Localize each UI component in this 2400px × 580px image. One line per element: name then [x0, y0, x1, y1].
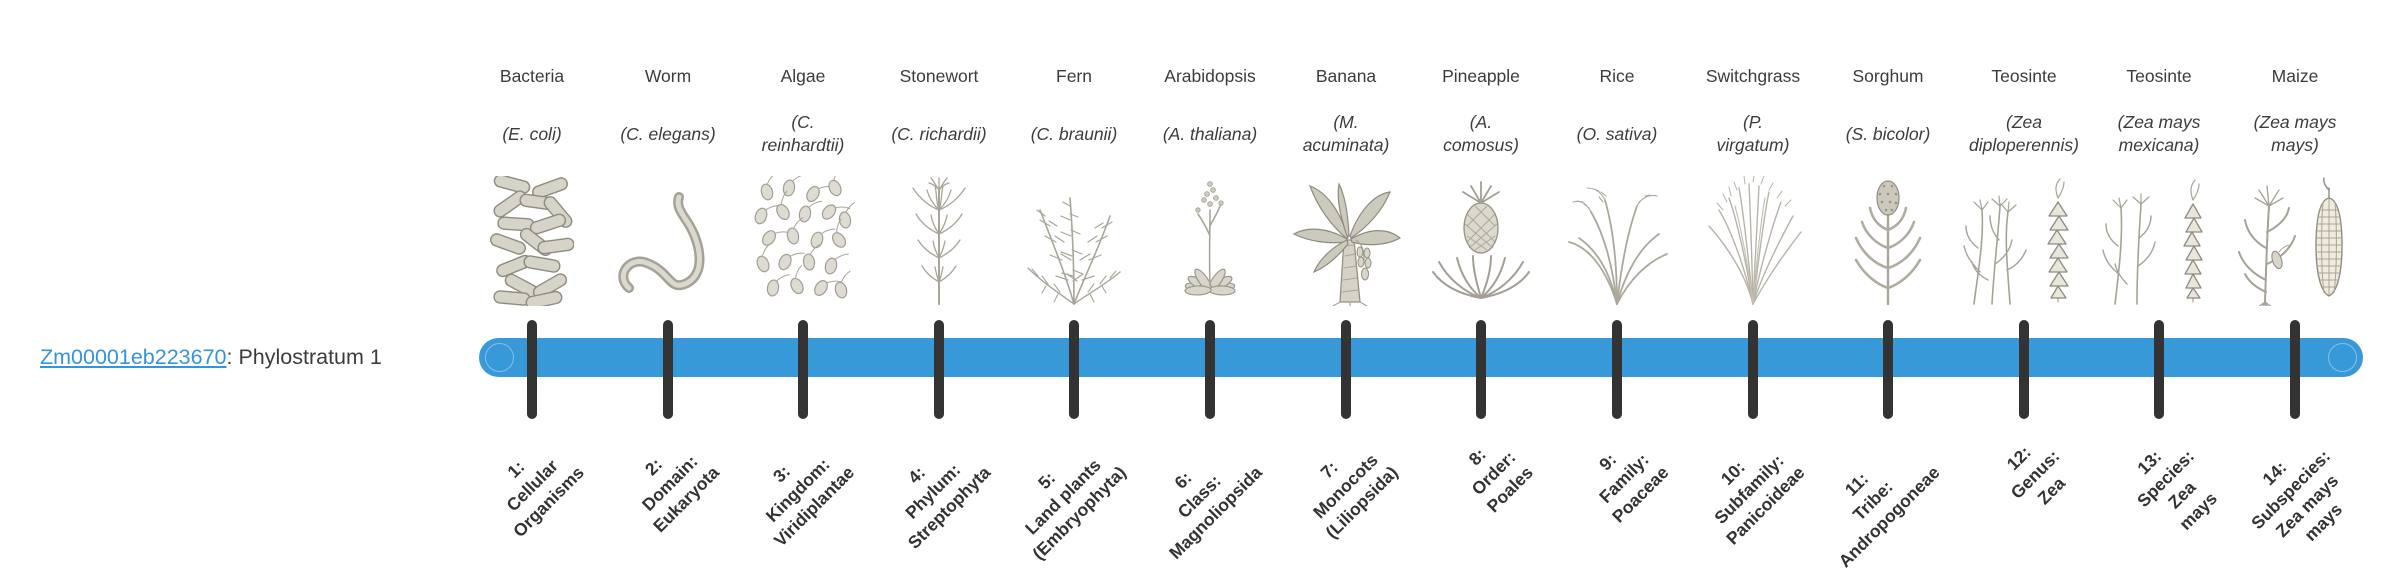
stratum-label: 10: Subfamily: Panicoideae	[1710, 450, 1809, 549]
banana-icon	[1276, 170, 1416, 306]
algae-icon	[733, 170, 873, 306]
tick-mark	[1069, 320, 1079, 419]
organism-species-name: (Zea diploperennis)	[1969, 112, 2079, 155]
organism-species-name: (S. bicolor)	[1845, 123, 1931, 144]
organism-common-name: Algae	[780, 66, 826, 86]
tick-mark	[1883, 320, 1893, 419]
stratum-label: 6: Class: Magnoliopsida	[1164, 462, 1266, 563]
organism-common-name: Teosinte	[1991, 66, 2057, 86]
stratum-label: 3: Kingdom: Viridiplantae	[762, 454, 859, 551]
maize-icon	[2225, 170, 2365, 306]
stonewort-icon	[869, 170, 1009, 306]
organism-common-name: Arabidopsis	[1164, 66, 1256, 86]
organism-species-name: (Zea mays mexicana)	[2117, 112, 2201, 155]
tick-mark	[527, 320, 537, 419]
organism-species-name: (C. reinhardtii)	[761, 112, 845, 155]
gene-label-suffix: : Phylostratum 1	[226, 345, 382, 369]
organism-common-name: Rice	[1599, 66, 1635, 86]
organism-common-name: Banana	[1315, 66, 1377, 86]
tick-mark	[1476, 320, 1486, 419]
stratum-label: 2: Domain: Eukaryota	[638, 451, 724, 537]
tick-mark	[1748, 320, 1758, 419]
organism-common-name: Teosinte	[2126, 66, 2192, 86]
bacteria-icon	[462, 170, 602, 306]
organism-species-name: (Zea mays mays)	[2253, 112, 2337, 155]
stratum-label: 7: Monocots (Liliopsida)	[1308, 449, 1402, 543]
organism-common-name: Switchgrass	[1705, 66, 1801, 86]
tick-mark	[663, 320, 673, 419]
organism-common-name: Sorghum	[1852, 66, 1924, 86]
tick-mark	[2154, 320, 2164, 419]
pineapple-icon	[1411, 170, 1551, 306]
organism-species-name: (A. thaliana)	[1162, 123, 1258, 144]
switchgrass-icon	[1683, 170, 1823, 306]
teosinte-diploperennis-icon	[1954, 170, 2094, 306]
tick-mark	[1341, 320, 1351, 419]
rice-icon	[1547, 170, 1687, 306]
organism-common-name: Stonewort	[899, 66, 979, 86]
organism-species-name: (P. virgatum)	[1716, 112, 1790, 155]
stratum-label: 14: Subspecies: Zea mays mays	[2247, 445, 2347, 545]
organism-species-name: (C. braunii)	[1030, 123, 1118, 144]
arabidopsis-icon	[1140, 170, 1280, 306]
organism-common-name: Worm	[644, 66, 692, 86]
gene-id-link[interactable]: Zm00001eb223670	[40, 345, 227, 369]
stratum-label: 11: Tribe: Andropogoneae	[1834, 462, 1944, 572]
stratum-label: 12: Genus: Zea	[2002, 442, 2069, 509]
phylostratum-bar	[479, 338, 2363, 377]
sorghum-icon	[1818, 170, 1958, 306]
tick-mark	[1612, 320, 1622, 419]
organism-species-name: (O. sativa)	[1576, 123, 1658, 144]
tick-mark	[934, 320, 944, 419]
tick-mark	[798, 320, 808, 419]
organism-species-name: (A. comosus)	[1443, 112, 1519, 155]
tick-mark	[2290, 320, 2300, 419]
organism-common-name: Maize	[2271, 66, 2319, 86]
organism-species-name: (C. elegans)	[620, 123, 716, 144]
tick-mark	[2019, 320, 2029, 419]
stratum-label: 4: Phylum: Streptophyta	[901, 459, 995, 553]
organism-common-name: Pineapple	[1442, 66, 1520, 86]
stratum-label: 9: Family: Poaceae	[1595, 449, 1673, 527]
organism-common-name: Bacteria	[499, 66, 565, 86]
worm-icon	[598, 170, 738, 306]
stratum-label: 8: Order: Poales	[1464, 444, 1537, 517]
fern-icon	[1004, 170, 1144, 306]
stratum-label: 13: Species: Zea mays	[2133, 445, 2222, 534]
stratum-label: 1: Cellular Organisms	[501, 455, 588, 542]
organism-species-name: (E. coli)	[502, 123, 562, 144]
organism-species-name: (M. acuminata)	[1302, 112, 1390, 155]
gene-label: Zm00001eb223670: Phylostratum 1	[40, 344, 382, 370]
organism-common-name: Fern	[1056, 66, 1092, 86]
teosinte-mexicana-icon	[2089, 170, 2229, 306]
tick-mark	[1205, 320, 1215, 419]
organism-species-name: (C. richardii)	[891, 123, 987, 144]
stratum-label: 5: Land plants (Embryophyta)	[1020, 454, 1130, 564]
